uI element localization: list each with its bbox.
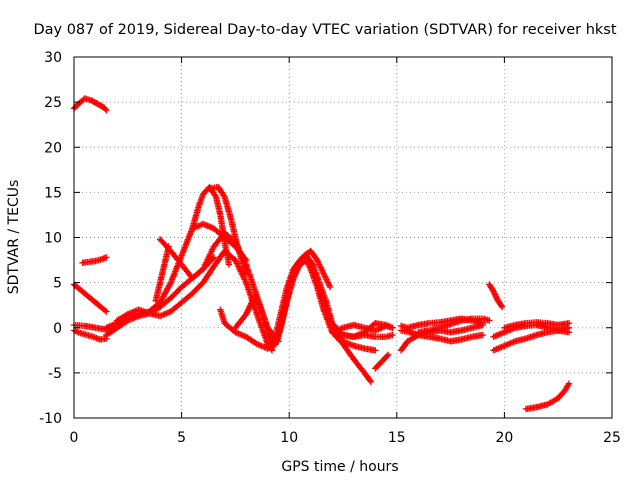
data-point [372,347,379,354]
data-point [565,329,573,336]
series-sat-l [206,183,250,277]
y-tick-label: 15 [44,185,62,201]
y-tick-label: 5 [53,276,62,292]
data-point [564,381,572,389]
data-point [366,377,374,384]
y-tick-label: 10 [44,231,62,247]
y-tick-label: 0 [53,321,62,337]
series-sat-a [70,95,110,114]
x-tick-label: 15 [388,430,406,446]
series-sat-o [270,252,396,345]
x-axis-label: GPS time / hours [281,459,398,475]
y-tick-label: -10 [39,411,62,427]
y-tick-label: -5 [48,366,62,382]
data-point [101,307,109,314]
data-point [102,105,109,113]
data-point [565,380,573,387]
data-point [479,331,487,339]
data-point [211,192,219,199]
data-point [389,324,396,331]
series-sat-s [372,351,392,372]
data-point [499,303,506,311]
y-tick-label: 25 [44,95,62,111]
series-sat-i [152,243,172,304]
x-tick-label: 20 [495,430,513,446]
series-sat-aa [501,319,573,331]
data-point [385,351,392,358]
y-axis-label: SDTVAR / TECUs [6,180,22,295]
data-point [367,378,375,386]
series-sat-w [415,315,493,336]
data-point [243,270,250,277]
data-point [220,192,227,199]
grid-lines [74,57,612,418]
x-tick-label: 10 [280,430,298,446]
data-point [326,283,334,291]
x-tick-label: 25 [603,430,621,446]
x-tick-label: 0 [70,430,79,446]
data-point [498,302,505,309]
data-point [389,331,396,339]
x-tick-label: 5 [177,430,186,446]
series-sat-r [339,320,396,340]
data-point [103,107,110,114]
data-points [70,95,573,413]
axis-ticks: 0 5 10 15 20 25 -10 -5 0 5 10 15 20 25 30 [39,50,621,446]
series-sat-x [486,281,506,311]
data-point [210,254,218,261]
data-point [486,317,493,324]
data-point [209,255,216,262]
y-tick-label: 20 [44,140,62,156]
series-sat-c [70,281,110,315]
series-sat-ab [522,380,573,413]
y-tick-label: 30 [44,50,62,66]
data-point [103,254,110,261]
data-point [103,308,110,315]
data-point [565,320,573,327]
data-point [383,352,391,360]
chart-title: Day 087 of 2019, Sidereal Day-to-day VTE… [33,22,616,38]
data-point [225,261,233,268]
series-sat-b [79,254,110,266]
